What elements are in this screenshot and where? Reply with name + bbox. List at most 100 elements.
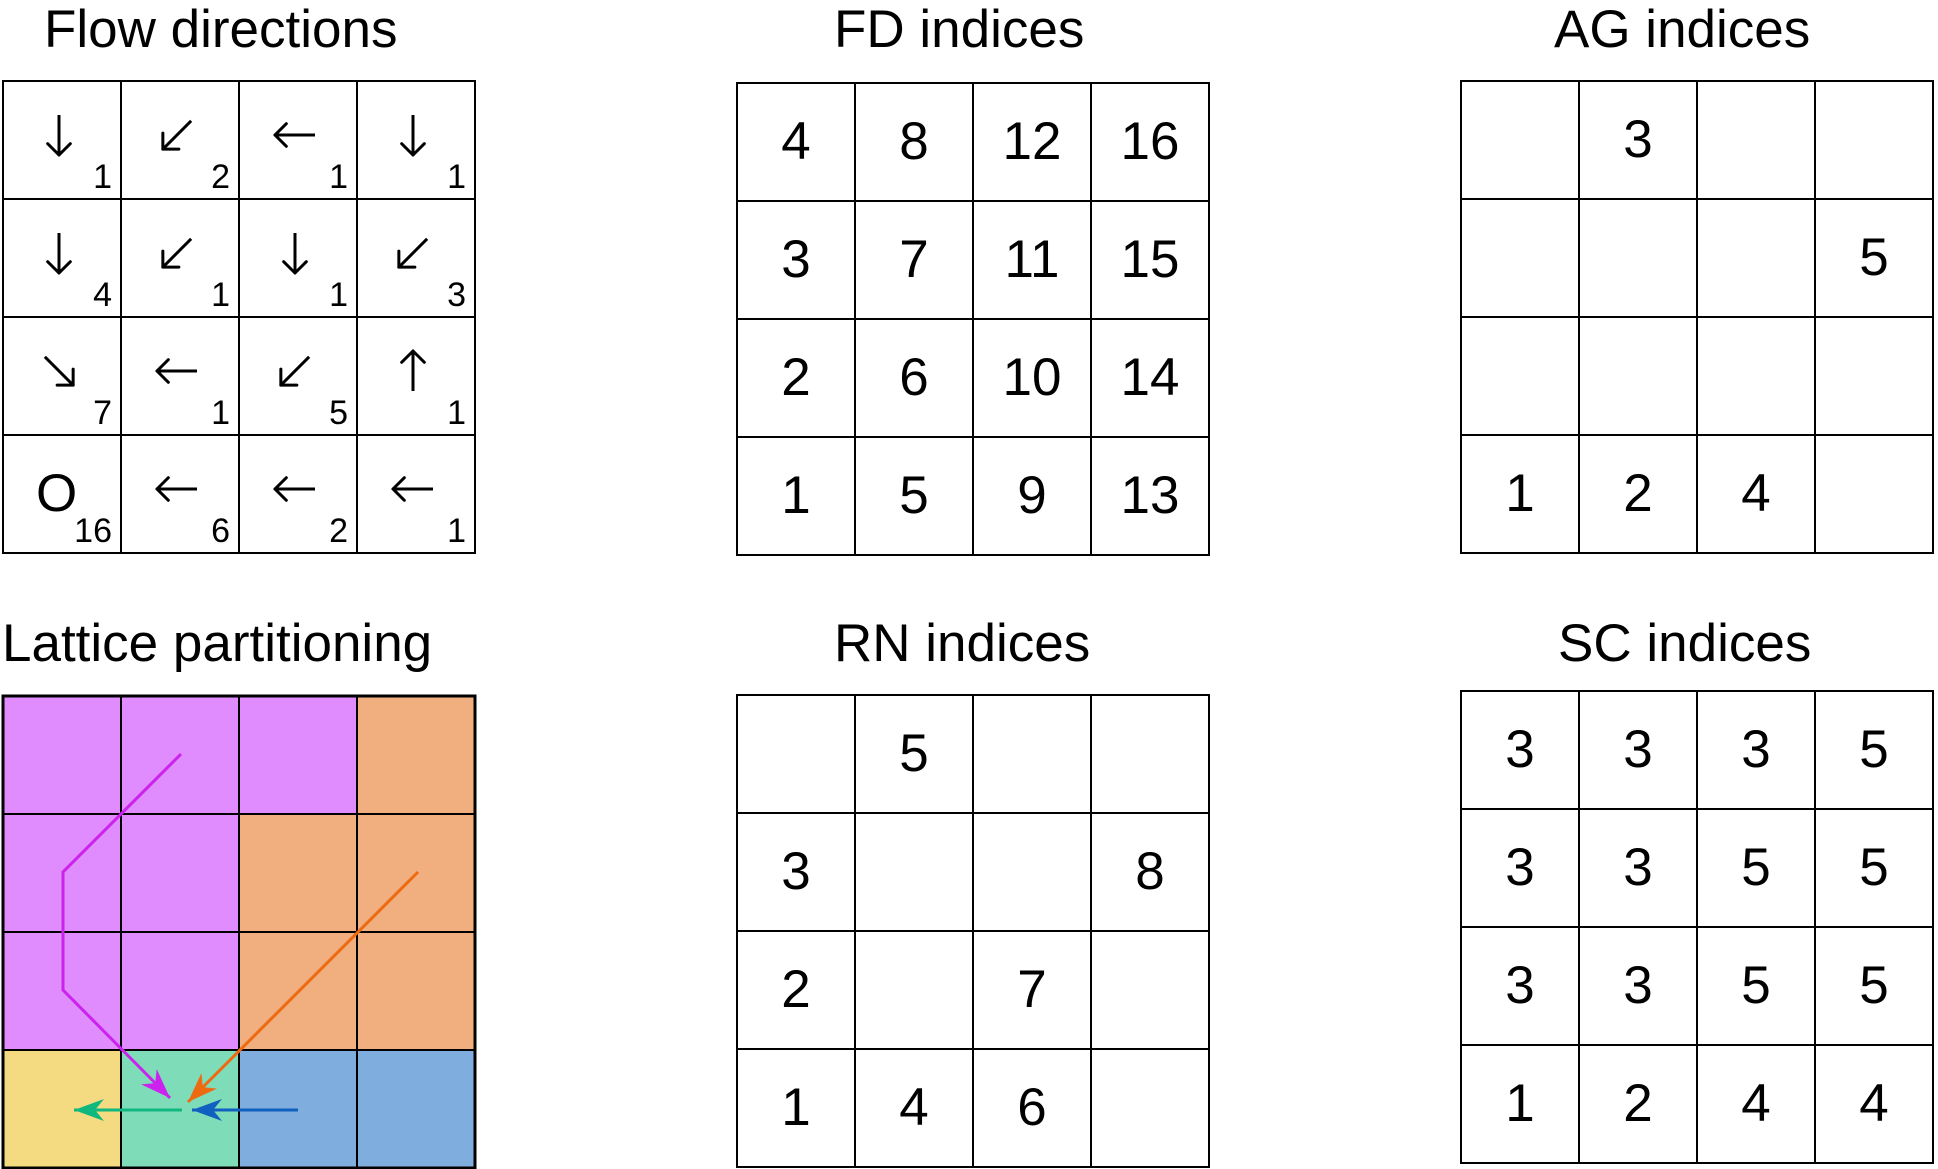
fd-cell: 5 bbox=[856, 438, 974, 556]
ag-cell-value: 4 bbox=[1741, 464, 1771, 523]
lattice-cell-magenta bbox=[238, 695, 358, 815]
sc-cell-value: 3 bbox=[1623, 838, 1653, 897]
sc-cell-value: 2 bbox=[1623, 1074, 1653, 1133]
ag-cell: 5 bbox=[1816, 200, 1934, 318]
lattice-partitioning-title: Lattice partitioning bbox=[2, 614, 433, 673]
flow-cell: 1 bbox=[4, 82, 122, 200]
flow-accumulation-value: 2 bbox=[211, 158, 230, 196]
fd-cell: 2 bbox=[738, 320, 856, 438]
fd-cell: 12 bbox=[974, 84, 1092, 202]
sc-cell: 3 bbox=[1580, 928, 1698, 1046]
flow-cell: 1 bbox=[122, 318, 240, 436]
fd-cell: 1 bbox=[738, 438, 856, 556]
sc-cell: 5 bbox=[1698, 810, 1816, 928]
rn-cell bbox=[856, 932, 974, 1050]
lattice-cell-magenta bbox=[120, 813, 240, 933]
fd-cell: 8 bbox=[856, 84, 974, 202]
rn-cell-value: 8 bbox=[1135, 842, 1165, 901]
fd-cell: 9 bbox=[974, 438, 1092, 556]
flow-accumulation-value: 1 bbox=[329, 276, 348, 314]
sc-cell-value: 5 bbox=[1859, 956, 1889, 1015]
arrow-left-icon bbox=[155, 476, 197, 502]
flow-cell: 7 bbox=[4, 318, 122, 436]
rn-cell: 4 bbox=[856, 1050, 974, 1168]
fd-cell-value: 12 bbox=[1002, 112, 1062, 171]
rn-cell bbox=[974, 696, 1092, 814]
rn-cell bbox=[856, 814, 974, 932]
fd-indices-grid: 4 8 12 16 3 7 11 15 2 6 10 14 1 5 9 13 bbox=[736, 82, 1210, 556]
flow-cell: 4 bbox=[4, 200, 122, 318]
sc-cell-value: 5 bbox=[1859, 838, 1889, 897]
fd-cell-value: 14 bbox=[1120, 348, 1180, 407]
ag-cell: 4 bbox=[1698, 436, 1816, 554]
arrow-down-left-icon bbox=[161, 237, 193, 269]
rn-indices-title: RN indices bbox=[834, 614, 1091, 673]
arrow-left-icon bbox=[273, 476, 315, 502]
flow-cell: 2 bbox=[240, 436, 358, 554]
fd-cell: 14 bbox=[1092, 320, 1210, 438]
fd-cell-value: 3 bbox=[781, 230, 811, 289]
fd-cell-value: 7 bbox=[899, 230, 929, 289]
ag-cell-value: 1 bbox=[1505, 464, 1535, 523]
flow-cell: 3 bbox=[358, 200, 476, 318]
flow-cell: 1 bbox=[240, 82, 358, 200]
rn-cell: 2 bbox=[738, 932, 856, 1050]
fd-cell: 13 bbox=[1092, 438, 1210, 556]
ag-indices-grid: 3 5 1 2 4 bbox=[1460, 80, 1934, 554]
rn-cell: 6 bbox=[974, 1050, 1092, 1168]
flow-accumulation-value: 16 bbox=[74, 512, 112, 550]
lattice-cell-magenta bbox=[120, 931, 240, 1051]
flow-cell: 1 bbox=[240, 200, 358, 318]
sc-cell: 5 bbox=[1816, 810, 1934, 928]
arrow-down-left-icon bbox=[161, 119, 193, 151]
fd-cell: 10 bbox=[974, 320, 1092, 438]
rn-cell bbox=[1092, 696, 1210, 814]
ag-cell bbox=[1816, 82, 1934, 200]
rn-cell-value: 3 bbox=[781, 842, 811, 901]
ag-cell: 3 bbox=[1580, 82, 1698, 200]
orange-flow-arrow bbox=[186, 870, 420, 1104]
flow-cell: 6 bbox=[122, 436, 240, 554]
flow-cell: 1 bbox=[122, 200, 240, 318]
arrow-down-icon bbox=[400, 115, 426, 157]
sc-cell: 5 bbox=[1816, 692, 1934, 810]
fd-cell: 4 bbox=[738, 84, 856, 202]
rn-cell-value: 1 bbox=[781, 1078, 811, 1137]
flow-accumulation-value: 5 bbox=[329, 394, 348, 432]
sc-cell-value: 3 bbox=[1623, 720, 1653, 779]
rn-cell: 1 bbox=[738, 1050, 856, 1168]
sc-cell: 3 bbox=[1462, 928, 1580, 1046]
rn-cell-value: 2 bbox=[781, 960, 811, 1019]
arrow-left-icon bbox=[391, 476, 433, 502]
sc-cell: 1 bbox=[1462, 1046, 1580, 1164]
fd-cell: 15 bbox=[1092, 202, 1210, 320]
ag-cell bbox=[1816, 318, 1934, 436]
rn-cell: 5 bbox=[856, 696, 974, 814]
flow-cell: O 16 bbox=[4, 436, 122, 554]
flow-accumulation-value: 2 bbox=[329, 512, 348, 550]
sc-cell-value: 3 bbox=[1505, 720, 1535, 779]
ag-cell bbox=[1580, 200, 1698, 318]
rn-cell bbox=[738, 696, 856, 814]
ag-cell bbox=[1580, 318, 1698, 436]
arrow-down-icon bbox=[46, 115, 72, 157]
flow-accumulation-value: 1 bbox=[211, 394, 230, 432]
fd-cell-value: 16 bbox=[1120, 112, 1180, 171]
flow-accumulation-value: 3 bbox=[447, 276, 466, 314]
sc-cell-value: 4 bbox=[1859, 1074, 1889, 1133]
rn-indices-grid: 5 3 8 2 7 1 4 6 bbox=[736, 694, 1210, 1168]
flow-accumulation-value: 6 bbox=[211, 512, 230, 550]
flow-cell: 5 bbox=[240, 318, 358, 436]
arrow-down-icon bbox=[46, 233, 72, 275]
fd-cell-value: 9 bbox=[1017, 466, 1047, 525]
sc-cell-value: 4 bbox=[1741, 1074, 1771, 1133]
ag-cell bbox=[1698, 82, 1816, 200]
ag-cell-value: 2 bbox=[1623, 464, 1653, 523]
sc-cell: 2 bbox=[1580, 1046, 1698, 1164]
fd-cell-value: 13 bbox=[1120, 466, 1180, 525]
sc-indices-grid: 3 3 3 5 3 3 5 5 3 3 5 5 1 2 4 4 bbox=[1460, 690, 1934, 1164]
lattice-cell-blue bbox=[356, 1049, 476, 1169]
ag-indices-title: AG indices bbox=[1554, 0, 1811, 59]
